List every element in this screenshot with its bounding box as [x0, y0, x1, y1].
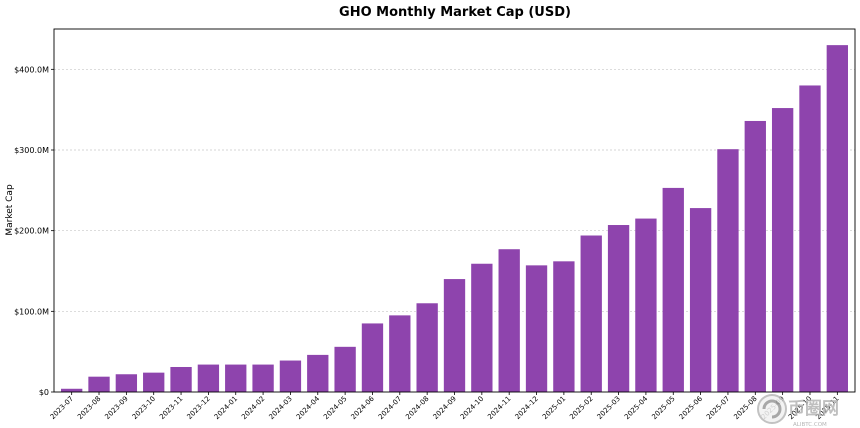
bar	[607, 225, 630, 392]
bar	[225, 364, 247, 392]
y-tick-labels: $0 $100.0M $200.0M $300.0M $400.0M	[14, 65, 54, 397]
x-tick-label: 2025-05	[650, 395, 676, 421]
x-tick-label: 2023-12	[185, 395, 211, 421]
watermark-subtext: ALIBTC.COM	[793, 422, 827, 428]
bar	[252, 364, 274, 392]
bar	[443, 279, 466, 392]
y-tick-label: $200.0M	[14, 227, 49, 236]
x-tick-label: 2023-10	[131, 395, 157, 421]
x-tick-label: 2023-07	[49, 395, 75, 421]
bar	[170, 366, 192, 392]
x-tick-label: 2024-03	[268, 395, 294, 421]
y-tick-label: $0	[39, 388, 49, 397]
watermark-text: 币圈网	[788, 399, 839, 419]
bar	[471, 263, 493, 392]
bar	[525, 265, 548, 392]
bar	[416, 303, 438, 392]
bar	[771, 108, 794, 392]
x-tick-label: 2024-12	[514, 395, 540, 421]
watermark-swirl-icon	[762, 399, 782, 419]
y-axis-label: Market Cap	[5, 184, 15, 236]
y-tick-label: $400.0M	[14, 65, 49, 74]
x-tick-labels: 2023-07 2023-08 2023-09 2023-10 2023-11 2023-…	[49, 392, 841, 421]
x-tick-label: 2025-04	[623, 394, 650, 421]
x-tick-label: 2024-10	[459, 395, 485, 421]
x-tick-label: 2024-02	[240, 395, 266, 421]
watermark-logo: 币圈网 ALIBTC.COM	[757, 394, 839, 428]
watermark-circle-icon	[757, 394, 787, 424]
x-tick-label: 2025-03	[596, 395, 622, 421]
x-tick-label: 2025-01	[541, 395, 567, 421]
bar	[799, 85, 821, 392]
bar	[662, 187, 684, 392]
x-tick-label: 2024-01	[213, 395, 239, 421]
bar	[279, 360, 302, 392]
x-tick-label: 2024-05	[322, 395, 348, 421]
x-tick-label: 2024-07	[377, 395, 403, 421]
bar	[115, 374, 138, 392]
bar	[61, 388, 83, 392]
x-tick-label: 2025-08	[732, 395, 758, 421]
x-tick-label: 2024-06	[350, 394, 377, 421]
bar	[498, 249, 520, 392]
bar	[635, 218, 657, 392]
x-tick-label: 2024-08	[404, 395, 430, 421]
bar	[361, 323, 384, 392]
bar	[334, 346, 356, 392]
bar	[143, 372, 165, 392]
x-tick-label: 2023-09	[103, 395, 129, 421]
bars	[61, 45, 848, 393]
bar	[553, 261, 575, 392]
x-tick-label: 2023-08	[76, 395, 102, 421]
bar	[307, 354, 329, 392]
bar	[197, 364, 220, 392]
bar	[717, 149, 739, 392]
bar	[580, 235, 602, 392]
y-tick-label: $300.0M	[14, 146, 49, 155]
x-tick-label: 2024-11	[486, 395, 512, 421]
bar	[744, 120, 766, 393]
bar	[826, 45, 848, 393]
x-tick-label: 2025-07	[705, 395, 731, 421]
chart-title: GHO Monthly Market Cap (USD)	[339, 5, 571, 20]
x-tick-label: 2024-04	[295, 394, 322, 421]
x-tick-label: 2023-11	[158, 395, 184, 421]
bar	[689, 208, 712, 392]
x-tick-label: 2024-09	[432, 395, 458, 421]
y-tick-label: $100.0M	[14, 307, 49, 316]
x-tick-label: 2025-02	[568, 395, 594, 421]
bar	[389, 315, 411, 392]
bar	[88, 376, 110, 392]
x-tick-label: 2025-06	[678, 394, 705, 421]
